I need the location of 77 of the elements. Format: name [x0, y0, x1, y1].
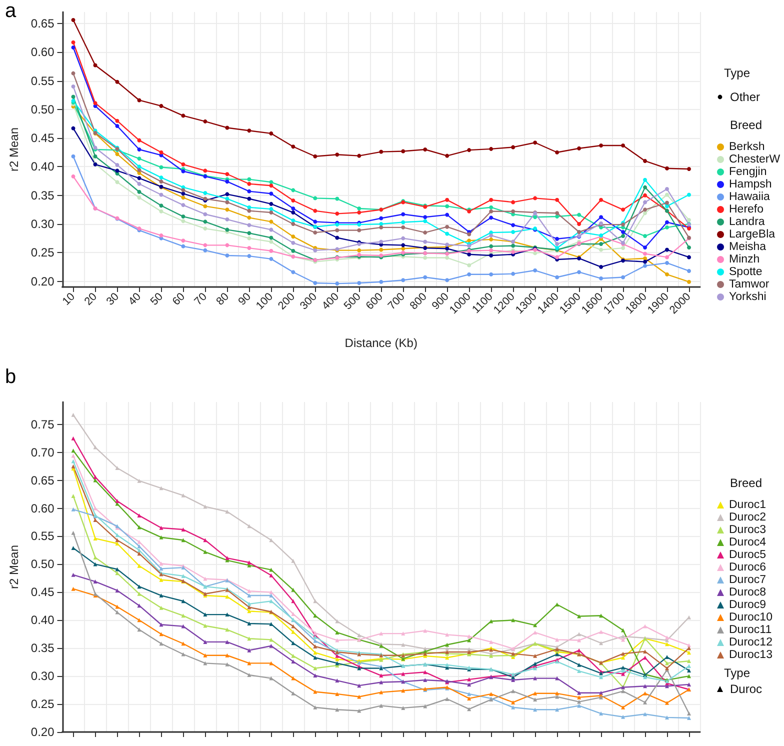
y-tick-label: 0.35: [30, 641, 55, 656]
legend-title: Breed: [730, 476, 762, 490]
x-tick-label: 70: [192, 290, 210, 308]
legend-label: Hawaiia: [729, 191, 771, 203]
x-tick-label: 300: [298, 290, 320, 312]
x-axis-title: Distance (Kb): [344, 336, 418, 350]
legend-title: Breed: [730, 118, 762, 132]
legend-label: Spotte: [729, 266, 762, 278]
x-tick-label: 90: [236, 290, 254, 308]
legend-label: Duroc9: [729, 599, 766, 611]
legend-label: Minzh: [729, 254, 760, 266]
legend-label: Duroc2: [729, 512, 766, 524]
x-tick-label: 200: [276, 290, 298, 312]
y-axis-title: r2 Mean: [7, 127, 21, 172]
y-tick-label: 0.50: [30, 557, 55, 572]
x-tick-label: 60: [170, 290, 188, 308]
x-tick-label: 80: [214, 290, 232, 308]
y-tick-label: 0.45: [30, 131, 55, 146]
y-tick-label: 0.20: [30, 274, 55, 288]
legend-label: Hampsh: [729, 178, 772, 190]
text: Type: [724, 66, 750, 80]
legend-label: Duroc6: [729, 562, 766, 574]
y-tick-label: 0.60: [30, 45, 55, 60]
y-tick-label: 0.70: [30, 445, 55, 460]
legend-label: Duroc3: [729, 524, 766, 536]
y-tick-label: 0.55: [30, 74, 55, 88]
legend-label: Duroc7: [729, 574, 766, 586]
legend-label: ChesterW: [729, 154, 780, 166]
text: Duroc: [730, 682, 762, 696]
y-tick-label: 0.55: [30, 529, 55, 544]
y-tick-label: 0.25: [30, 246, 55, 260]
x-tick-label: 900: [430, 290, 452, 312]
x-tick-label: 500: [342, 290, 364, 312]
legend-label: Berksh: [729, 141, 765, 153]
x-tick-label: 600: [364, 290, 386, 312]
x-tick-label: 30: [104, 290, 122, 308]
y-tick-label: 0.65: [30, 16, 55, 30]
legend-label: Meisha: [729, 241, 767, 253]
legend-label: LargeBla: [729, 228, 776, 240]
legend-label: Tamwor: [729, 278, 770, 290]
y-tick-label: 0.50: [30, 102, 55, 116]
legend-label: Duroc5: [729, 549, 766, 561]
y-tick-label: 0.35: [30, 188, 55, 202]
x-tick-label: 50: [148, 290, 166, 308]
legend-label: Duroc1: [729, 499, 766, 511]
x-tick-label: 800: [408, 290, 430, 312]
y-tick-label: 0.25: [30, 697, 55, 712]
legend-label: Duroc12: [729, 636, 772, 648]
legend-label: Duroc8: [729, 586, 766, 598]
y-tick-label: 0.20: [30, 725, 55, 739]
text: Other: [730, 90, 760, 104]
y-tick-label: 0.40: [30, 613, 55, 628]
legend-label: Duroc4: [729, 536, 767, 548]
legend-label: Duroc11: [729, 624, 772, 636]
x-tick-label: 20: [82, 290, 100, 308]
legend-label: Landra: [729, 216, 766, 228]
legend-label: Fengjin: [729, 166, 767, 178]
y-tick-label: 0.60: [30, 501, 55, 516]
chart-title: b: [5, 366, 16, 388]
legend-label: Duroc10: [729, 612, 772, 624]
legend-label: Herefo: [729, 204, 764, 216]
y-tick-label: 0.30: [30, 216, 55, 231]
x-tick-label: 100: [254, 290, 276, 312]
legend-label: Yorkshi: [729, 291, 766, 303]
x-tick-label: 40: [126, 290, 144, 308]
y-tick-label: 0.75: [30, 417, 55, 432]
x-tick-label: 10: [60, 290, 78, 308]
y-tick-label: 0.45: [30, 585, 55, 600]
text: Type: [724, 666, 750, 680]
y-axis-title: r2 Mean: [7, 544, 21, 590]
x-tick-label: 700: [386, 290, 408, 312]
legend-label: Duroc13: [729, 649, 772, 661]
y-tick-label: 0.40: [30, 160, 55, 174]
y-tick-label: 0.65: [30, 473, 55, 488]
x-tick-label: 400: [320, 290, 342, 312]
y-tick-label: 0.30: [30, 669, 55, 684]
chart-title: a: [5, 0, 17, 22]
